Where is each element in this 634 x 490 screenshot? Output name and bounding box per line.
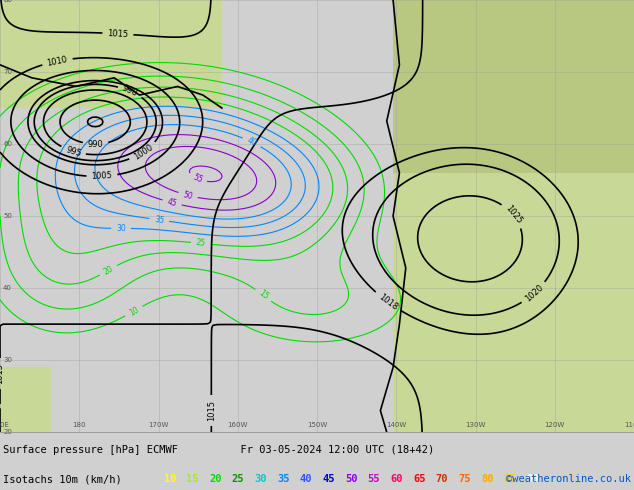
Text: 90: 90 bbox=[526, 474, 539, 484]
Text: 35: 35 bbox=[154, 215, 165, 225]
Text: 60: 60 bbox=[3, 141, 12, 147]
Text: 1015: 1015 bbox=[0, 363, 4, 384]
Text: 55: 55 bbox=[368, 474, 380, 484]
Text: Isotachs 10m (km/h): Isotachs 10m (km/h) bbox=[3, 474, 122, 484]
Text: 180: 180 bbox=[72, 422, 86, 428]
Text: ©weatheronline.co.uk: ©weatheronline.co.uk bbox=[506, 474, 631, 484]
Text: 50: 50 bbox=[182, 190, 194, 201]
Text: 55: 55 bbox=[191, 173, 204, 185]
Text: 1020: 1020 bbox=[523, 283, 545, 303]
Text: 120W: 120W bbox=[545, 422, 565, 428]
Text: 140W: 140W bbox=[386, 422, 406, 428]
Text: 40: 40 bbox=[300, 474, 312, 484]
FancyBboxPatch shape bbox=[0, 0, 222, 108]
Text: 160W: 160W bbox=[228, 422, 248, 428]
Text: 60: 60 bbox=[391, 474, 403, 484]
Text: 50: 50 bbox=[3, 213, 12, 219]
Text: 50: 50 bbox=[345, 474, 358, 484]
Text: 995: 995 bbox=[65, 145, 82, 158]
Text: 40: 40 bbox=[245, 136, 258, 148]
Text: 80: 80 bbox=[481, 474, 493, 484]
Text: 65: 65 bbox=[413, 474, 425, 484]
Text: 990: 990 bbox=[87, 140, 103, 148]
Text: 20: 20 bbox=[209, 474, 221, 484]
Text: 170E: 170E bbox=[0, 422, 9, 428]
Text: 30: 30 bbox=[116, 224, 126, 233]
FancyBboxPatch shape bbox=[393, 0, 634, 173]
Text: 130W: 130W bbox=[465, 422, 486, 428]
Text: 10: 10 bbox=[127, 305, 140, 318]
Text: 85: 85 bbox=[503, 474, 516, 484]
Text: 30: 30 bbox=[254, 474, 267, 484]
Text: Surface pressure [hPa] ECMWF          Fr 03-05-2024 12:00 UTC (18+42): Surface pressure [hPa] ECMWF Fr 03-05-20… bbox=[3, 445, 434, 455]
Text: 35: 35 bbox=[277, 474, 290, 484]
Text: 20: 20 bbox=[102, 264, 115, 276]
Text: 25: 25 bbox=[195, 239, 206, 248]
Text: 15: 15 bbox=[186, 474, 199, 484]
Text: 1005: 1005 bbox=[91, 172, 113, 181]
Text: 1010: 1010 bbox=[46, 55, 68, 68]
Text: 150W: 150W bbox=[307, 422, 327, 428]
Text: 998: 998 bbox=[121, 84, 139, 98]
Text: 70: 70 bbox=[3, 69, 12, 75]
Text: 20: 20 bbox=[3, 429, 12, 435]
Text: 25: 25 bbox=[231, 474, 244, 484]
Text: 80: 80 bbox=[3, 0, 12, 3]
Text: 70: 70 bbox=[436, 474, 448, 484]
Text: 15: 15 bbox=[257, 289, 270, 302]
Text: 110W: 110W bbox=[624, 422, 634, 428]
Text: 1018: 1018 bbox=[377, 292, 399, 312]
Text: 1000: 1000 bbox=[132, 143, 155, 162]
FancyBboxPatch shape bbox=[0, 368, 51, 432]
Text: 170W: 170W bbox=[148, 422, 169, 428]
Text: 30: 30 bbox=[3, 357, 12, 363]
FancyBboxPatch shape bbox=[393, 0, 634, 432]
Text: 45: 45 bbox=[322, 474, 335, 484]
Text: 45: 45 bbox=[166, 197, 178, 208]
Text: 1025: 1025 bbox=[503, 204, 523, 226]
Text: 1015: 1015 bbox=[107, 28, 129, 39]
Text: 40: 40 bbox=[3, 285, 12, 291]
Text: 10: 10 bbox=[164, 474, 176, 484]
Text: 75: 75 bbox=[458, 474, 471, 484]
Text: 1015: 1015 bbox=[207, 400, 216, 421]
